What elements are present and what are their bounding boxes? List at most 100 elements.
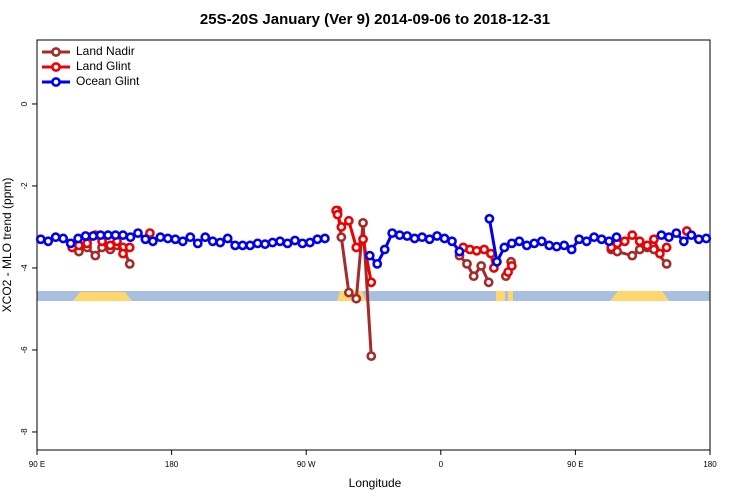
data-point bbox=[343, 287, 354, 298]
data-point bbox=[177, 236, 188, 247]
legend-item: Ocean Glint bbox=[42, 74, 140, 88]
data-point bbox=[417, 232, 428, 243]
legend-marker bbox=[51, 47, 61, 57]
data-point bbox=[611, 232, 622, 243]
data-point bbox=[447, 236, 457, 247]
data-point bbox=[230, 240, 241, 251]
legend-label: Land Glint bbox=[76, 59, 131, 73]
land-strip bbox=[73, 292, 132, 301]
y-tick-label: 0 bbox=[20, 101, 29, 106]
y-tick-label: -6 bbox=[20, 346, 29, 354]
data-point bbox=[103, 230, 113, 241]
data-point bbox=[468, 271, 479, 282]
data-point bbox=[358, 234, 368, 245]
data-point bbox=[514, 236, 525, 247]
data-point bbox=[252, 238, 263, 249]
data-point bbox=[275, 236, 285, 247]
data-point bbox=[462, 258, 472, 269]
data-point bbox=[536, 236, 547, 247]
data-point bbox=[483, 277, 494, 288]
data-point bbox=[506, 261, 517, 271]
data-point bbox=[336, 232, 347, 243]
data-point bbox=[343, 215, 354, 226]
data-point bbox=[358, 217, 368, 228]
land-strip bbox=[508, 291, 513, 301]
data-point bbox=[566, 244, 577, 255]
land-ocean-strip bbox=[37, 291, 710, 301]
data-point bbox=[80, 231, 91, 241]
data-point bbox=[476, 261, 487, 271]
x-tick-label: 0 bbox=[439, 460, 444, 469]
data-point bbox=[634, 244, 645, 255]
data-point bbox=[65, 238, 76, 249]
data-point bbox=[95, 230, 106, 241]
data-point bbox=[207, 236, 218, 247]
data-point bbox=[58, 233, 69, 244]
data-point bbox=[35, 234, 46, 245]
data-point bbox=[260, 239, 270, 250]
data-point bbox=[634, 236, 645, 247]
data-point bbox=[454, 246, 465, 257]
data-point bbox=[125, 232, 136, 243]
y-tick-label: -4 bbox=[20, 264, 29, 272]
data-point bbox=[596, 234, 607, 245]
data-point bbox=[661, 242, 672, 253]
y-tick-label: -2 bbox=[20, 182, 29, 190]
data-point bbox=[170, 234, 181, 245]
data-point bbox=[678, 236, 689, 247]
data-point bbox=[559, 240, 570, 251]
data-point bbox=[372, 258, 383, 269]
data-point bbox=[506, 238, 517, 249]
data-point bbox=[133, 228, 143, 239]
data-point bbox=[351, 242, 362, 253]
land-strip bbox=[496, 291, 505, 301]
data-point bbox=[282, 238, 293, 249]
legend-label: Land Nadir bbox=[76, 44, 135, 58]
data-point bbox=[402, 231, 413, 241]
x-tick-label: 90 E bbox=[29, 460, 45, 469]
data-point bbox=[110, 230, 121, 241]
data-point bbox=[604, 236, 614, 247]
data-point bbox=[245, 240, 256, 251]
legend-marker bbox=[51, 62, 61, 72]
x-tick-label: 180 bbox=[703, 460, 717, 469]
data-point bbox=[192, 238, 203, 249]
legend-item: Land Nadir bbox=[42, 44, 135, 58]
data-point bbox=[686, 230, 697, 241]
data-point bbox=[366, 277, 377, 288]
data-point bbox=[627, 250, 638, 261]
data-point bbox=[649, 234, 659, 245]
data-point bbox=[145, 228, 155, 239]
data-point bbox=[521, 240, 532, 251]
data-point bbox=[82, 238, 93, 249]
legend-label: Ocean Glint bbox=[76, 74, 140, 88]
data-point bbox=[432, 231, 442, 241]
data-point bbox=[387, 228, 398, 239]
data-point bbox=[88, 231, 98, 241]
x-tick-label: 90 W bbox=[297, 460, 316, 469]
data-point bbox=[290, 235, 300, 246]
data-point bbox=[701, 233, 712, 244]
plot-frame bbox=[36, 39, 711, 451]
x-tick-label: 90 E bbox=[567, 460, 583, 469]
data-point bbox=[124, 258, 135, 269]
data-point bbox=[305, 237, 315, 248]
data-point bbox=[351, 293, 362, 304]
data-point bbox=[627, 230, 638, 241]
data-point bbox=[73, 233, 84, 244]
y-tick-label: -8 bbox=[20, 428, 29, 436]
data-point bbox=[332, 209, 343, 220]
data-point bbox=[43, 236, 54, 247]
data-point bbox=[574, 234, 585, 245]
legend-item: Land Glint bbox=[42, 59, 131, 73]
data-point bbox=[50, 232, 61, 243]
data-point bbox=[90, 250, 101, 261]
data-point bbox=[364, 250, 375, 261]
x-axis-label: Longitude bbox=[349, 476, 402, 490]
series-line bbox=[72, 211, 687, 283]
data-point bbox=[215, 237, 226, 248]
data-point bbox=[693, 234, 704, 245]
data-point bbox=[200, 232, 211, 243]
data-point bbox=[118, 248, 128, 259]
